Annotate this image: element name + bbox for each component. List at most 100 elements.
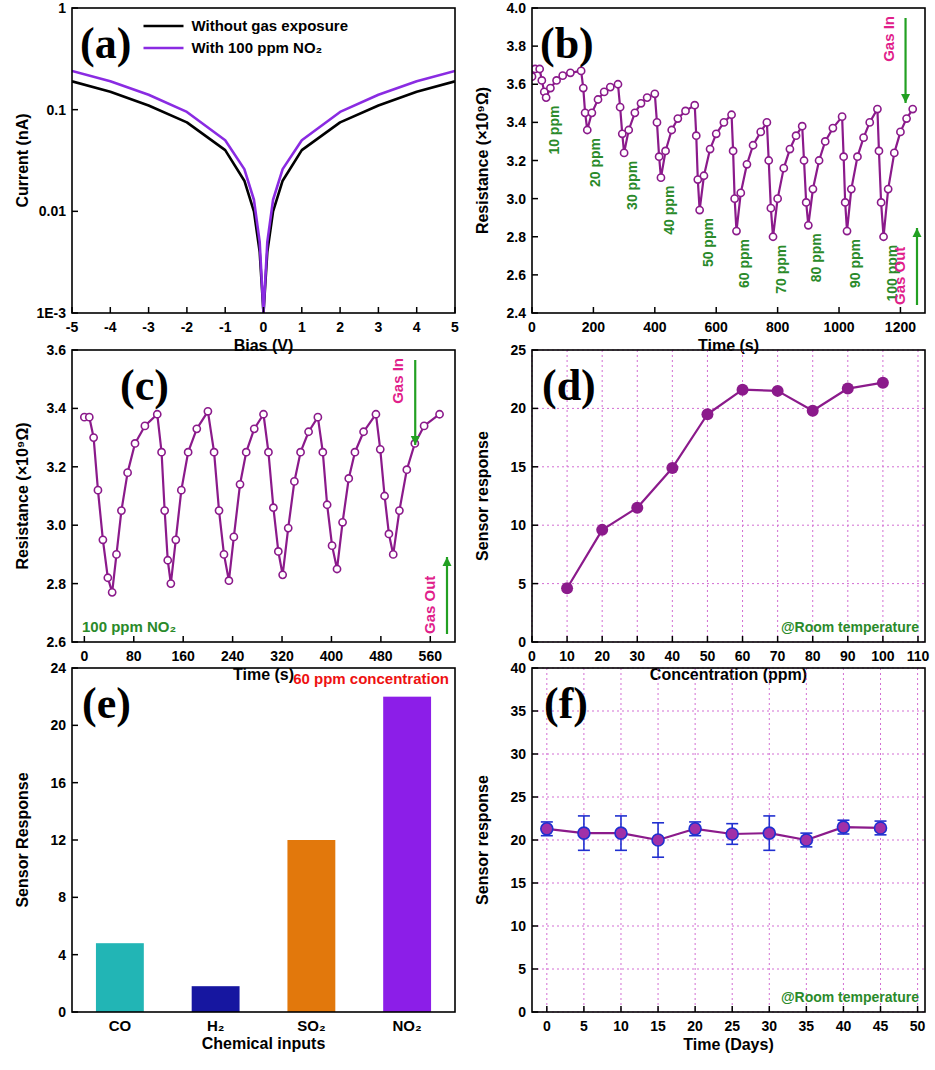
y-tick-label: 3.6	[47, 342, 67, 358]
x-tick	[84, 636, 86, 642]
x-tick-label: 110	[907, 648, 930, 664]
y-tick	[532, 968, 538, 970]
x-tick	[133, 636, 135, 642]
grid-line-x	[917, 350, 918, 642]
grid-line-x	[882, 350, 883, 642]
y-tick-label: 10	[510, 918, 526, 934]
marker	[578, 827, 590, 839]
plot-data	[81, 408, 443, 596]
y-tick	[532, 710, 538, 712]
error-bar	[578, 816, 590, 850]
marker	[541, 823, 553, 835]
x-tick-label: 400	[320, 648, 344, 664]
error-cap	[578, 815, 590, 817]
x-tick-label: 40	[836, 1018, 852, 1034]
error-bar	[837, 820, 849, 834]
panel: 051015202530354005101520253035404550Time…	[474, 660, 926, 1053]
marker	[215, 507, 222, 514]
marker	[706, 145, 713, 152]
y-tick-label: 25	[510, 342, 526, 358]
panel-label: (c)	[120, 361, 169, 410]
marker	[737, 189, 744, 196]
x-axis-label: Bias (V)	[234, 337, 294, 354]
marker	[743, 161, 750, 168]
marker	[345, 475, 352, 482]
marker	[421, 422, 428, 429]
marker	[799, 123, 806, 130]
error-cap	[578, 850, 590, 852]
marker	[866, 119, 873, 126]
x-tick	[620, 1006, 622, 1012]
marker	[596, 524, 608, 536]
y-tick	[72, 466, 78, 468]
x-tick	[917, 636, 919, 642]
y-tick	[72, 7, 78, 9]
marker	[774, 195, 781, 202]
marker	[885, 185, 892, 192]
x-tick-label: 50	[910, 1018, 926, 1034]
bar	[287, 840, 335, 1012]
marker	[822, 138, 829, 145]
grid-line-y	[532, 525, 925, 526]
marker	[158, 449, 165, 456]
marker	[800, 834, 812, 846]
marker	[86, 414, 93, 421]
gas-in-label: Gas In	[880, 16, 897, 62]
marker	[339, 519, 346, 526]
x-tick	[769, 1006, 771, 1012]
x-tick	[531, 636, 533, 642]
plot-frame	[72, 668, 455, 1012]
marker	[730, 147, 737, 154]
marker	[154, 411, 161, 418]
marker	[837, 821, 849, 833]
y-axis-label: Resistance (×10⁹Ω)	[14, 422, 31, 569]
marker	[621, 149, 628, 156]
error-cap	[615, 850, 627, 852]
marker	[615, 827, 627, 839]
y-tick	[532, 753, 538, 755]
y-tick-label: 3.0	[507, 191, 527, 207]
y-tick-label: 40	[510, 660, 526, 676]
x-tick-label: -3	[142, 319, 155, 335]
y-tick-label: 5	[518, 576, 526, 592]
x-tick	[900, 307, 902, 313]
grid-line-y	[532, 926, 925, 927]
marker	[875, 822, 887, 834]
x-tick-label: 30	[761, 1018, 777, 1034]
error-cap	[652, 856, 664, 858]
y-tick	[72, 782, 78, 784]
plot-frame	[532, 8, 925, 313]
panel: 2.42.62.83.03.23.43.63.84.00200400600800…	[474, 0, 925, 354]
marker	[763, 119, 770, 126]
marker	[877, 199, 884, 206]
marker	[297, 449, 304, 456]
marker	[749, 142, 756, 149]
y-tick	[72, 109, 78, 111]
error-cap	[652, 822, 664, 824]
y-tick-label: 3.4	[47, 400, 67, 416]
y-tick	[532, 641, 538, 643]
marker	[351, 449, 358, 456]
series-line	[532, 69, 913, 237]
y-tick	[532, 160, 538, 162]
grid-line-y	[532, 711, 925, 712]
y-tick-label: 1	[58, 0, 66, 16]
x-axis-label: Time (Days)	[683, 1036, 773, 1053]
x-tick-label: -2	[181, 319, 194, 335]
y-tick	[72, 312, 78, 314]
legend-swatch	[144, 25, 184, 28]
marker	[728, 111, 735, 118]
y-tick-label: 3.8	[507, 38, 527, 54]
plot-data	[72, 71, 455, 313]
grid-line-x	[769, 668, 770, 1012]
marker	[584, 126, 591, 133]
plot-frame	[532, 350, 925, 642]
y-axis-label: Sensor Response	[14, 772, 31, 907]
x-tick-label: 4	[413, 319, 421, 335]
marker	[668, 126, 675, 133]
x-category-label: SO₂	[297, 1017, 325, 1034]
y-tick	[532, 882, 538, 884]
x-tick-label: 10	[613, 1018, 629, 1034]
marker	[588, 109, 595, 116]
marker	[637, 100, 644, 107]
